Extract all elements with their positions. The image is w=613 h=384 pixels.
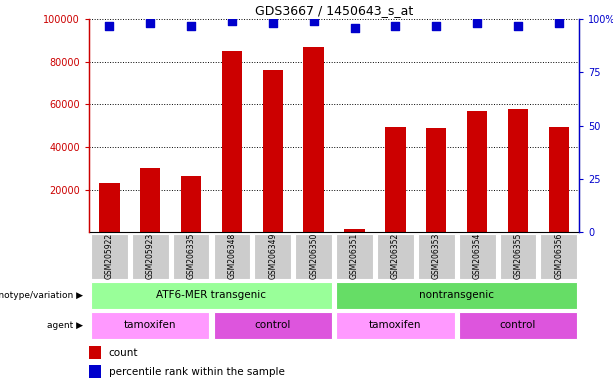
Text: ATF6-MER transgenic: ATF6-MER transgenic — [156, 290, 267, 301]
Point — [104, 23, 114, 29]
Bar — [262, 70, 283, 232]
FancyBboxPatch shape — [459, 233, 495, 279]
Text: GSM206352: GSM206352 — [391, 233, 400, 279]
FancyBboxPatch shape — [459, 312, 577, 339]
FancyBboxPatch shape — [91, 282, 332, 309]
Text: tamoxifen: tamoxifen — [124, 320, 177, 331]
FancyBboxPatch shape — [336, 282, 577, 309]
FancyBboxPatch shape — [91, 233, 128, 279]
FancyBboxPatch shape — [213, 312, 332, 339]
FancyBboxPatch shape — [500, 233, 536, 279]
Point — [349, 25, 359, 31]
Text: GSM206353: GSM206353 — [432, 233, 441, 279]
FancyBboxPatch shape — [377, 233, 414, 279]
Bar — [89, 365, 101, 378]
FancyBboxPatch shape — [295, 233, 332, 279]
Title: GDS3667 / 1450643_s_at: GDS3667 / 1450643_s_at — [255, 3, 413, 17]
Point — [472, 20, 482, 26]
Text: control: control — [254, 320, 291, 331]
Text: GSM206350: GSM206350 — [309, 233, 318, 279]
Bar — [426, 128, 446, 232]
Bar — [99, 183, 120, 232]
Text: GSM206335: GSM206335 — [186, 233, 196, 279]
FancyBboxPatch shape — [91, 312, 210, 339]
FancyBboxPatch shape — [132, 233, 169, 279]
Text: control: control — [500, 320, 536, 331]
Bar — [385, 127, 406, 232]
Point — [227, 18, 237, 25]
Text: GSM206348: GSM206348 — [227, 233, 237, 279]
Bar — [303, 47, 324, 232]
Point — [186, 23, 196, 29]
Bar — [222, 51, 242, 232]
Point — [145, 20, 155, 26]
FancyBboxPatch shape — [213, 233, 250, 279]
Text: nontransgenic: nontransgenic — [419, 290, 494, 301]
Text: GSM206356: GSM206356 — [554, 233, 563, 279]
Bar — [467, 111, 487, 232]
Text: percentile rank within the sample: percentile rank within the sample — [109, 367, 284, 377]
Point — [309, 18, 319, 25]
FancyBboxPatch shape — [336, 312, 455, 339]
Text: GSM206349: GSM206349 — [268, 233, 277, 279]
Text: GSM206351: GSM206351 — [350, 233, 359, 279]
Bar — [508, 109, 528, 232]
FancyBboxPatch shape — [173, 233, 210, 279]
Bar — [549, 127, 569, 232]
Text: tamoxifen: tamoxifen — [369, 320, 422, 331]
Text: count: count — [109, 348, 138, 358]
Text: GSM206354: GSM206354 — [473, 233, 482, 279]
Point — [513, 23, 523, 29]
Point — [390, 23, 400, 29]
Text: agent ▶: agent ▶ — [47, 321, 83, 330]
Bar — [140, 169, 161, 232]
Point — [432, 23, 441, 29]
Point — [554, 20, 564, 26]
Point — [268, 20, 278, 26]
FancyBboxPatch shape — [541, 233, 577, 279]
Text: GSM205923: GSM205923 — [146, 233, 154, 279]
FancyBboxPatch shape — [254, 233, 291, 279]
FancyBboxPatch shape — [336, 233, 373, 279]
Text: genotype/variation ▶: genotype/variation ▶ — [0, 291, 83, 300]
FancyBboxPatch shape — [418, 233, 455, 279]
Bar — [345, 229, 365, 232]
Text: GSM206355: GSM206355 — [514, 233, 522, 279]
Text: GSM205922: GSM205922 — [105, 233, 114, 279]
Bar — [181, 176, 201, 232]
Bar — [89, 346, 101, 359]
